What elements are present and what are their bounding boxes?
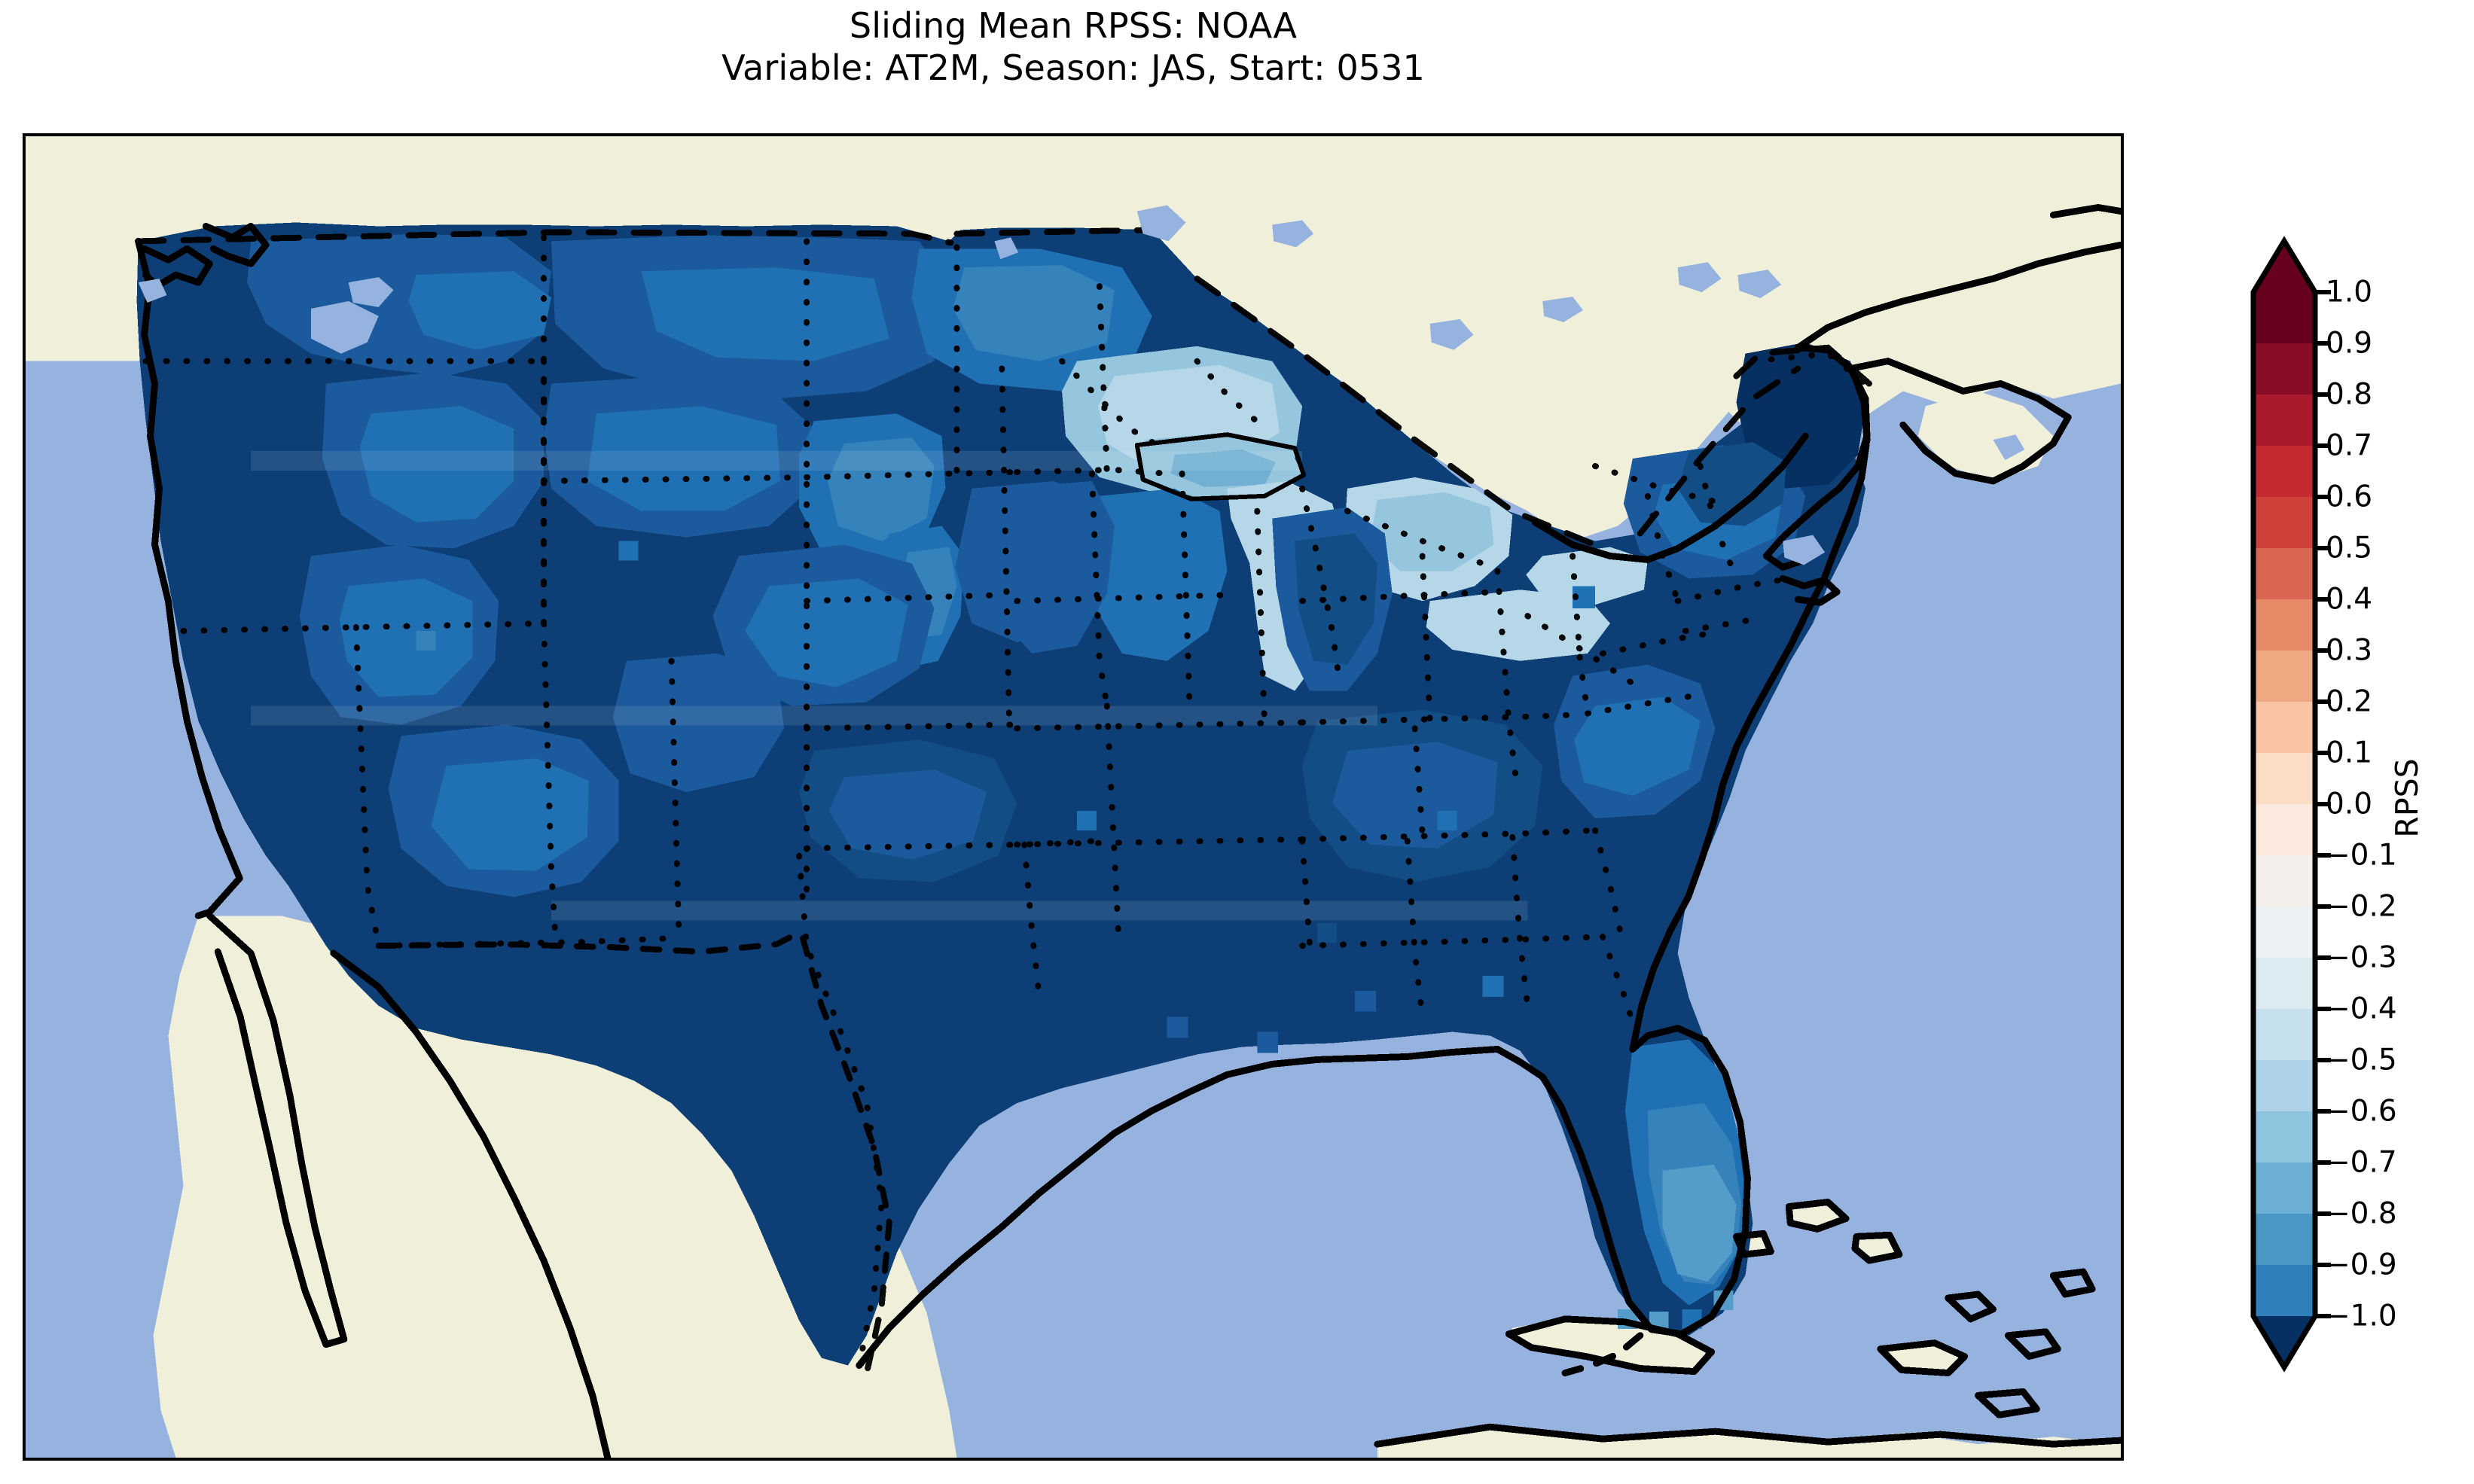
cb-tick-16: −0.6	[2326, 1094, 2397, 1129]
cb-tick-4: 0.6	[2326, 480, 2373, 514]
cb-tick-14: −0.4	[2326, 992, 2397, 1026]
cb-tick-5: 0.5	[2326, 531, 2373, 565]
cb-tick-10: 0.0	[2326, 787, 2373, 821]
cb-tick-15: −0.5	[2326, 1043, 2397, 1077]
coastlines	[135, 204, 2121, 1458]
cb-tick-1: 0.9	[2326, 326, 2373, 361]
colorbar-ticks	[2315, 290, 2331, 1318]
rpss-data-field	[136, 222, 1865, 1366]
cb-tick-11: −0.1	[2326, 838, 2397, 873]
cb-tick-13: −0.3	[2326, 940, 2397, 975]
figure-title: Sliding Mean RPSS: NOAA Variable: AT2M, …	[0, 5, 2146, 89]
colorbar[interactable]: 1.0 0.9 0.8 0.7 0.6 0.5 0.4 0.3 0.2 0.1 …	[2250, 236, 2397, 1373]
cb-tick-18: −0.8	[2326, 1196, 2397, 1231]
cb-tick-9: 0.1	[2326, 736, 2373, 770]
colorbar-swatches	[2250, 236, 2331, 1373]
colorbar-axis-label: RPSS	[2389, 758, 2425, 838]
map-plot-area[interactable]	[23, 133, 2124, 1461]
cb-tick-0: 1.0	[2326, 275, 2373, 309]
inland-lakes	[138, 205, 2025, 565]
cb-tick-3: 0.7	[2326, 428, 2373, 463]
cb-tick-7: 0.3	[2326, 633, 2373, 668]
title-line-2: Variable: AT2M, Season: JAS, Start: 0531	[721, 47, 1425, 89]
cb-tick-8: 0.2	[2326, 684, 2373, 719]
cb-tick-19: −0.9	[2326, 1248, 2397, 1282]
cb-tick-12: −0.2	[2326, 889, 2397, 924]
cb-tick-17: −0.7	[2326, 1145, 2397, 1180]
cb-tick-2: 0.8	[2326, 377, 2373, 412]
conus-rpss-heatmap	[26, 136, 2121, 1458]
cb-tick-20: −1.0	[2326, 1299, 2397, 1333]
title-line-1: Sliding Mean RPSS: NOAA	[849, 5, 1298, 46]
colorbar-tick-labels: 1.0 0.9 0.8 0.7 0.6 0.5 0.4 0.3 0.2 0.1 …	[2326, 241, 2474, 1355]
cb-tick-6: 0.4	[2326, 582, 2373, 617]
